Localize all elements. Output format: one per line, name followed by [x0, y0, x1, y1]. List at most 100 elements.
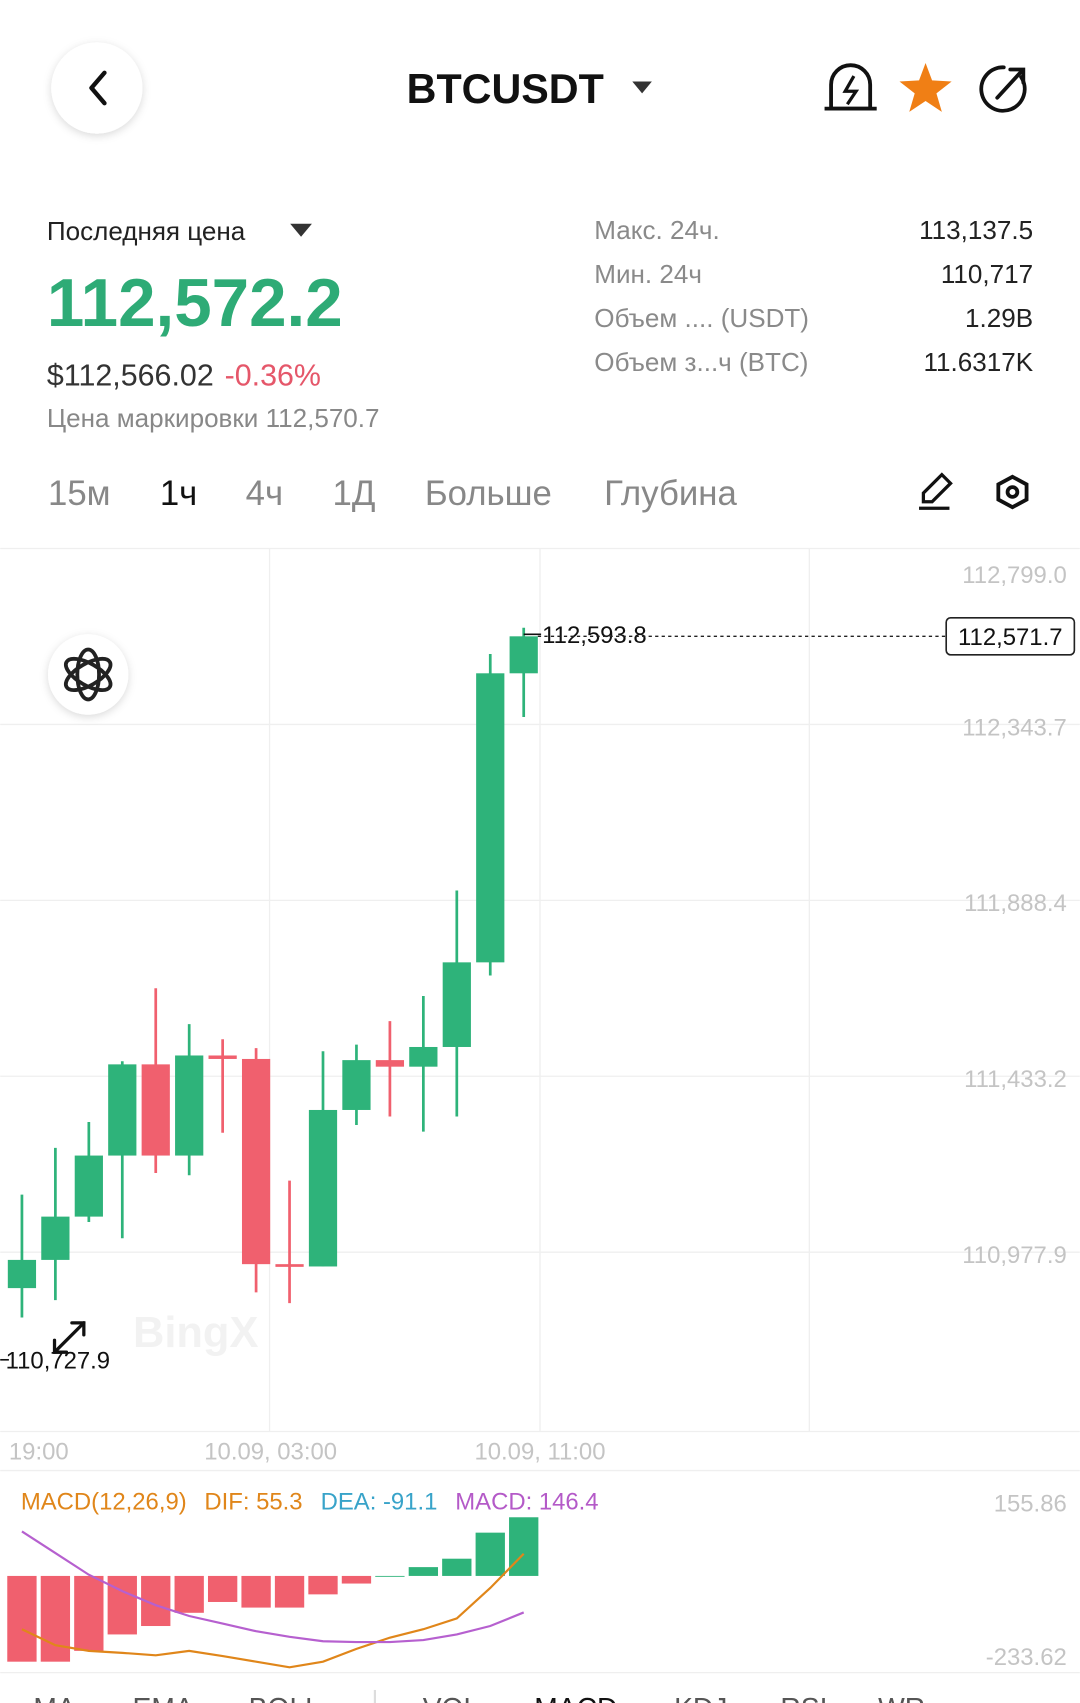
- usd-price: $112,566.02: [47, 359, 214, 393]
- last-price-box: [945, 617, 1076, 656]
- stats: Макс. 24ч. 113,137.5 Мин. 24ч 110,717 Объем …: [594, 215, 1033, 377]
- macd-bar: [7, 1575, 37, 1662]
- indicator-tab[interactable]: VOL: [423, 1692, 479, 1703]
- macd-panel: 155.86 -233.62 MACD(12,26,9) MACD: 146.4 DIF…: [7, 1489, 1067, 1671]
- macd-bar: [442, 1558, 472, 1576]
- indicator-tab[interactable]: EMA: [133, 1692, 194, 1703]
- stat-value: 11.6317K: [923, 347, 1033, 377]
- macd-bar: [174, 1575, 204, 1613]
- candle-body: [241, 1058, 271, 1265]
- candle-body: [476, 673, 505, 963]
- macd-bar: [74, 1575, 104, 1651]
- timeframe-tabs: 15м 1ч 4ч 1Д Больше Глубина: [48, 475, 737, 513]
- timeframe-tab[interactable]: 1ч: [160, 475, 197, 513]
- candle-body: [308, 1109, 338, 1267]
- macd-bar: [509, 1517, 539, 1576]
- max-label: 112,593.8: [542, 622, 646, 649]
- timeframe-tab[interactable]: 4ч: [246, 475, 283, 513]
- candle-body: [141, 1064, 170, 1156]
- timeframe-tab[interactable]: 15м: [48, 475, 111, 513]
- y-tick-label: 110,977.9: [962, 1242, 1066, 1269]
- candle-body: [175, 1055, 204, 1156]
- stat-label: Мин. 24ч: [594, 259, 702, 289]
- grid: 112,799.0 112,343.7 111,888.4 111,433.2 110,…: [0, 562, 1080, 1466]
- back-button[interactable]: [51, 42, 143, 134]
- x-tick-label: 10.09, 03:00: [204, 1439, 337, 1466]
- legend-entry: MACD: 146.4: [455, 1489, 598, 1516]
- candle-body: [208, 1055, 237, 1059]
- stat-label: Объем .... (USDT): [594, 303, 809, 333]
- legend-entry: DIF: 55.3: [204, 1489, 302, 1516]
- y-tick-label: -233.62: [986, 1644, 1067, 1671]
- timeframe-tab[interactable]: Глубина: [604, 475, 737, 513]
- last-price-label: 112,571.7: [958, 624, 1062, 651]
- candle-body: [409, 1046, 438, 1067]
- indicator-tabs: MA EMA BOLL VOL MACD KDJ RSI WR: [33, 1692, 925, 1703]
- back-icon: [89, 70, 107, 106]
- timeframe-tab[interactable]: Больше: [425, 475, 552, 513]
- candle-body: [375, 1060, 405, 1067]
- macd-bar: [241, 1575, 271, 1608]
- candle-body: [108, 1064, 137, 1156]
- share-icon[interactable]: [979, 65, 1027, 113]
- legend-entry: DEA: -91.1: [321, 1489, 438, 1516]
- candle-body: [342, 1060, 371, 1110]
- y-tick-label: 111,433.2: [964, 1066, 1067, 1093]
- indicator-tab[interactable]: KDJ: [674, 1692, 727, 1703]
- indicator-tab[interactable]: BOLL: [249, 1692, 321, 1703]
- x-tick-label: 19:00: [9, 1439, 69, 1466]
- y-tick-label: 112,799.0: [962, 562, 1066, 589]
- macd-bar: [107, 1575, 137, 1635]
- x-tick-label: 10.09, 11:00: [474, 1439, 605, 1466]
- macd-bar: [375, 1575, 405, 1577]
- macd-bar: [308, 1575, 338, 1595]
- price-type-label[interactable]: Последняя цена: [47, 216, 246, 246]
- macd-line: [21, 1530, 525, 1644]
- mark-price: Цена маркировки 112,570.7: [47, 403, 380, 433]
- macd-bar: [408, 1567, 439, 1576]
- alert-icon[interactable]: [824, 63, 877, 111]
- stat-value: 1.29B: [965, 303, 1033, 333]
- timeframe-tab[interactable]: 1Д: [333, 475, 376, 513]
- stat-value: 113,137.5: [919, 215, 1033, 245]
- stat-value: 110,717: [941, 259, 1033, 289]
- indicator-tab[interactable]: WR: [878, 1692, 925, 1703]
- candle-body: [74, 1155, 103, 1217]
- macd-bar: [207, 1575, 238, 1602]
- candles: [7, 627, 538, 1318]
- candle-body: [41, 1216, 70, 1260]
- ai-button[interactable]: [47, 634, 129, 715]
- favorite-star[interactable]: [899, 62, 952, 112]
- macd-bar: [40, 1575, 71, 1662]
- macd-line: [21, 1553, 525, 1669]
- expand-icon[interactable]: [52, 1321, 86, 1354]
- stat-label: Объем з...ч (BTC): [594, 347, 808, 377]
- settings-icon[interactable]: [996, 474, 1029, 510]
- indicator-tab[interactable]: MACD: [534, 1692, 617, 1703]
- macd-bar: [475, 1532, 505, 1576]
- macd-bar: [274, 1575, 305, 1608]
- watermark: BingX: [133, 1309, 259, 1357]
- candle-body: [7, 1259, 37, 1289]
- usd-price-line: $112,566.02 -0.36%: [47, 359, 321, 393]
- price-type-dropdown[interactable]: [290, 223, 312, 237]
- stat-label: Макс. 24ч.: [594, 215, 719, 245]
- symbol-title[interactable]: BTCUSDT: [407, 66, 604, 112]
- indicator-tab[interactable]: RSI: [780, 1692, 827, 1703]
- last-price: 112,572.2: [47, 266, 343, 341]
- draw-icon[interactable]: [919, 472, 953, 510]
- y-tick-label: 112,343.7: [962, 714, 1066, 741]
- macd-bar: [341, 1575, 372, 1584]
- ai-icon: [63, 647, 113, 702]
- symbol-dropdown[interactable]: [632, 81, 652, 94]
- candle-body: [442, 962, 471, 1047]
- y-tick-label: 155.86: [994, 1490, 1067, 1517]
- candle-body: [275, 1264, 304, 1267]
- macd-title: MACD(12,26,9): [21, 1489, 187, 1516]
- y-tick-label: 111,888.4: [964, 890, 1067, 917]
- candle-body: [509, 636, 538, 674]
- price-change: -0.36%: [225, 359, 321, 393]
- indicator-tab[interactable]: MA: [33, 1692, 76, 1703]
